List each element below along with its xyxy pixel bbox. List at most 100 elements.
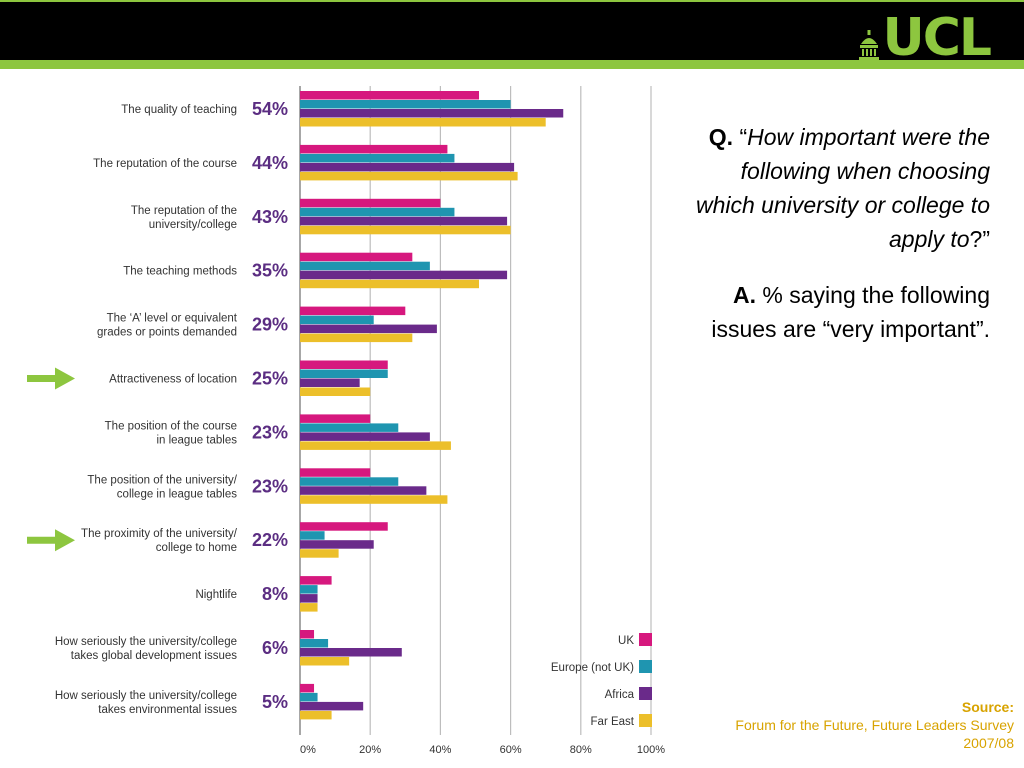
category-label: The position of the university/ bbox=[87, 474, 237, 486]
category-label: The position of the course bbox=[105, 420, 237, 432]
overall-percent-label: 29% bbox=[252, 315, 288, 335]
legend-label: Africa bbox=[605, 689, 635, 701]
category-label: The reputation of the bbox=[131, 205, 237, 217]
overall-percent-label: 23% bbox=[252, 476, 288, 496]
bar-africa bbox=[300, 540, 374, 549]
category-label: university/college bbox=[149, 219, 237, 231]
legend-swatch bbox=[639, 714, 652, 727]
bar-uk bbox=[300, 468, 371, 477]
dome-icon bbox=[859, 30, 880, 60]
category-label: The proximity of the university/ bbox=[81, 528, 238, 540]
bar-africa bbox=[300, 701, 364, 711]
bar-europe-not-uk bbox=[300, 639, 329, 648]
source-note: Source: Forum for the Future, Future Lea… bbox=[654, 698, 1014, 752]
legend-swatch bbox=[639, 633, 652, 646]
bar-far-east bbox=[300, 549, 339, 558]
x-tick-label: 60% bbox=[500, 744, 522, 756]
category-label: Attractiveness of location bbox=[109, 374, 237, 386]
x-tick-label: 40% bbox=[429, 744, 451, 756]
arrow-right-icon bbox=[27, 529, 75, 552]
overall-percent-label: 44% bbox=[252, 153, 288, 173]
category-label: The quality of teaching bbox=[121, 104, 237, 116]
overall-percent-label: 8% bbox=[262, 584, 288, 604]
bar-chart: 0% 20% 40% 60% 80% 100% The quality of teachin… bbox=[27, 86, 665, 756]
bar-far-east bbox=[300, 333, 413, 343]
bar-uk bbox=[300, 252, 413, 262]
ucl-logo: UCL bbox=[858, 8, 992, 68]
x-tick-label: 80% bbox=[570, 744, 592, 756]
bar-uk bbox=[300, 630, 315, 639]
bar-uk bbox=[300, 414, 371, 423]
bar-africa bbox=[300, 648, 402, 657]
bar-europe-not-uk bbox=[300, 692, 318, 702]
overall-percent-label: 25% bbox=[252, 369, 288, 389]
bar-uk bbox=[300, 360, 388, 369]
category-label: college in league tables bbox=[117, 488, 237, 500]
bar-uk bbox=[300, 91, 480, 100]
x-tick-label: 100% bbox=[637, 744, 665, 756]
answer-body: % saying the following issues are “very … bbox=[711, 282, 990, 342]
question-body: How important were the following when ch… bbox=[695, 124, 990, 252]
bar-africa bbox=[300, 216, 508, 226]
overall-percent-label: 23% bbox=[252, 422, 288, 442]
category-label: The teaching methods bbox=[123, 266, 237, 278]
category-label: takes environmental issues bbox=[98, 704, 237, 716]
x-tick-label: 0% bbox=[300, 744, 316, 756]
bar-far-east bbox=[300, 657, 350, 666]
question-close: ?” bbox=[969, 226, 990, 252]
overall-percent-label: 43% bbox=[252, 207, 288, 227]
answer-label: A. bbox=[733, 282, 757, 308]
overall-percent-label: 5% bbox=[262, 692, 288, 712]
legend-label: Europe (not UK) bbox=[551, 662, 634, 674]
category-label: college to home bbox=[156, 542, 237, 554]
legend-label: Far East bbox=[591, 716, 635, 728]
bar-far-east bbox=[300, 171, 518, 181]
bar-africa bbox=[300, 270, 508, 280]
bar-europe-not-uk bbox=[300, 477, 399, 486]
bar-europe-not-uk bbox=[300, 423, 399, 432]
bar-far-east bbox=[300, 710, 332, 720]
bar-europe-not-uk bbox=[300, 153, 455, 163]
category-label: in league tables bbox=[156, 434, 237, 446]
category-label: takes global development issues bbox=[71, 650, 237, 662]
bar-europe-not-uk bbox=[300, 100, 511, 109]
bar-uk bbox=[300, 306, 406, 316]
bar-europe-not-uk bbox=[300, 531, 325, 540]
overall-percent-label: 35% bbox=[252, 261, 288, 281]
category-label: grades or points demanded bbox=[97, 327, 237, 339]
category-label: How seriously the university/college bbox=[55, 690, 237, 702]
bar-uk bbox=[300, 522, 388, 531]
category-label: Nightlife bbox=[195, 589, 237, 601]
category-label: How seriously the university/college bbox=[55, 636, 237, 648]
header-bar bbox=[0, 0, 1024, 60]
question-label: Q. bbox=[708, 124, 734, 150]
bar-europe-not-uk bbox=[300, 315, 374, 325]
bar-uk bbox=[300, 576, 332, 585]
bar-africa bbox=[300, 378, 360, 387]
arrow-right-icon bbox=[27, 367, 75, 390]
legend-swatch bbox=[639, 687, 652, 700]
question-text: Q. “How important were the following whe… bbox=[690, 120, 990, 256]
bar-far-east bbox=[300, 495, 448, 504]
bar-uk bbox=[300, 198, 441, 208]
category-label: The reputation of the course bbox=[93, 158, 237, 170]
bar-africa bbox=[300, 432, 430, 441]
bar-europe-not-uk bbox=[300, 369, 388, 378]
bar-africa bbox=[300, 162, 515, 172]
bar-europe-not-uk bbox=[300, 207, 455, 217]
bar-far-east bbox=[300, 225, 511, 235]
source-line-2: 2007/08 bbox=[963, 735, 1014, 751]
source-line-1: Forum for the Future, Future Leaders Sur… bbox=[735, 717, 1014, 733]
category-label: The ‘A’ level or equivalent bbox=[107, 313, 238, 325]
header-stripe bbox=[0, 60, 1024, 69]
question-answer-panel: Q. “How important were the following whe… bbox=[690, 120, 990, 346]
bar-far-east bbox=[300, 387, 371, 396]
bar-uk bbox=[300, 683, 315, 693]
bar-far-east bbox=[300, 603, 318, 612]
bar-far-east bbox=[300, 441, 451, 450]
bar-europe-not-uk bbox=[300, 585, 318, 594]
bar-africa bbox=[300, 486, 427, 495]
logo-text: UCL bbox=[882, 8, 992, 68]
bar-far-east bbox=[300, 279, 480, 289]
bar-africa bbox=[300, 594, 318, 603]
